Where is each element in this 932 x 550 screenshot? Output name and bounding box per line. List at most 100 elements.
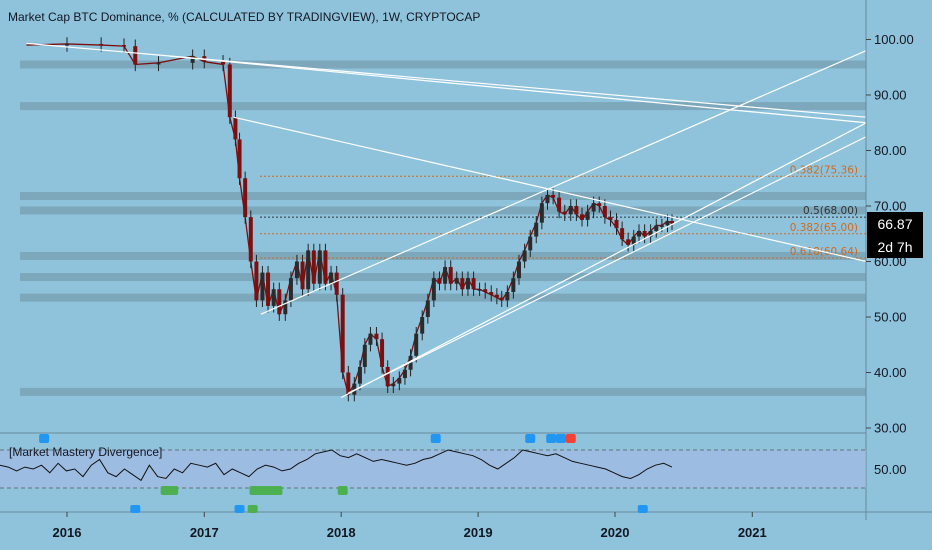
candle-body bbox=[122, 45, 127, 47]
candle-body bbox=[414, 333, 419, 356]
countdown-badge-value: 2d 7h bbox=[877, 239, 912, 255]
candle-body bbox=[300, 261, 305, 290]
fib-label: 0.5(68.00) bbox=[803, 205, 858, 217]
bull-divergence-marker bbox=[272, 486, 283, 495]
candle-body bbox=[437, 278, 442, 284]
candle-body bbox=[346, 372, 351, 395]
support-resistance-zones bbox=[20, 60, 866, 396]
bear-divergence-marker bbox=[546, 434, 557, 443]
zone-band bbox=[20, 273, 866, 282]
candle-body bbox=[340, 294, 345, 373]
candle-body bbox=[248, 217, 253, 262]
candle-body bbox=[579, 214, 584, 220]
x-tick-label: 2020 bbox=[601, 525, 630, 540]
candle-body bbox=[329, 272, 334, 284]
countdown-badge: 2d 7h bbox=[867, 236, 923, 258]
indicator-pane[interactable]: 50.00 bbox=[0, 434, 907, 513]
candle-body bbox=[420, 317, 425, 334]
bull-divergence-marker bbox=[249, 486, 260, 495]
y-tick-label: 30.00 bbox=[874, 421, 907, 436]
price-badge-value: 66.87 bbox=[877, 216, 912, 232]
y-tick-label: 80.00 bbox=[874, 143, 907, 158]
candle-body bbox=[190, 56, 195, 63]
candle-body bbox=[534, 222, 539, 237]
candle-body bbox=[626, 239, 631, 245]
candle-body bbox=[620, 228, 625, 240]
bottom-bull-marker bbox=[247, 505, 258, 513]
price-badge: 66.87 bbox=[867, 212, 923, 236]
bottom-divergence-marker bbox=[637, 505, 648, 513]
candle-body bbox=[391, 383, 396, 387]
candle-body bbox=[654, 225, 659, 231]
candle-body bbox=[99, 43, 104, 46]
bull-divergence-marker bbox=[337, 486, 348, 495]
y-tick-label: 100.00 bbox=[874, 32, 914, 47]
trendline bbox=[260, 50, 867, 315]
candle-body bbox=[670, 220, 675, 224]
candle-body bbox=[614, 219, 619, 229]
candle-body bbox=[362, 344, 367, 367]
candle-body bbox=[642, 230, 647, 237]
candle-body bbox=[528, 236, 533, 251]
candle-body bbox=[574, 206, 579, 215]
candle-body bbox=[516, 261, 521, 279]
y-tick-label: 40.00 bbox=[874, 365, 907, 380]
bear-divergence-marker bbox=[39, 434, 50, 443]
candle-body bbox=[494, 294, 499, 298]
candle-body bbox=[522, 250, 527, 262]
candle-body bbox=[568, 206, 573, 215]
candle-body bbox=[665, 220, 670, 226]
x-tick-label: 2017 bbox=[190, 525, 219, 540]
candle-body bbox=[227, 64, 232, 118]
candle-body bbox=[465, 278, 470, 290]
bull-divergence-marker bbox=[264, 486, 275, 495]
candle-body bbox=[260, 272, 265, 301]
candle-body bbox=[311, 250, 316, 284]
candle-body bbox=[460, 278, 465, 290]
candle-body bbox=[283, 300, 288, 315]
trendline bbox=[26, 42, 867, 118]
candle-body bbox=[266, 272, 271, 306]
trendline bbox=[348, 136, 867, 394]
candle-body bbox=[454, 278, 459, 284]
y-tick-label: 70.00 bbox=[874, 199, 907, 214]
candle-body bbox=[425, 300, 430, 317]
candle-body bbox=[631, 236, 636, 245]
candle-body bbox=[608, 217, 613, 220]
y-tick-label: 90.00 bbox=[874, 88, 907, 103]
time-axis[interactable]: 2016 2017 2018 2019 2020 2021 bbox=[53, 512, 767, 540]
trendline bbox=[340, 122, 867, 399]
candle-body bbox=[551, 194, 556, 198]
candle-body bbox=[562, 211, 567, 215]
candle-body bbox=[221, 61, 226, 65]
trendlines[interactable] bbox=[0, 0, 932, 520]
candle-body bbox=[380, 339, 385, 367]
candle-body bbox=[243, 178, 248, 218]
candle-body bbox=[402, 369, 407, 379]
zone-band bbox=[20, 387, 866, 396]
candle-body bbox=[659, 225, 664, 227]
zone-band bbox=[20, 293, 866, 302]
candle-body bbox=[397, 378, 402, 384]
candle-body bbox=[443, 267, 448, 284]
candle-body bbox=[306, 250, 311, 290]
candle-body bbox=[511, 278, 516, 293]
candle-body bbox=[545, 194, 550, 204]
candle-body bbox=[557, 197, 562, 212]
candle-body bbox=[477, 289, 482, 291]
candle-body bbox=[317, 250, 322, 284]
indicator-line bbox=[0, 449, 673, 482]
candle-body bbox=[585, 211, 590, 220]
bear-divergence-marker bbox=[430, 434, 441, 443]
y-tick-label: 50.00 bbox=[874, 310, 907, 325]
candle-body bbox=[271, 289, 276, 306]
candle-body bbox=[294, 261, 299, 279]
price-line bbox=[26, 43, 673, 397]
candle-body bbox=[483, 289, 488, 293]
candle-body bbox=[597, 203, 602, 206]
candle-body bbox=[334, 272, 339, 295]
trendline bbox=[169, 55, 867, 124]
candle-body bbox=[288, 278, 293, 301]
